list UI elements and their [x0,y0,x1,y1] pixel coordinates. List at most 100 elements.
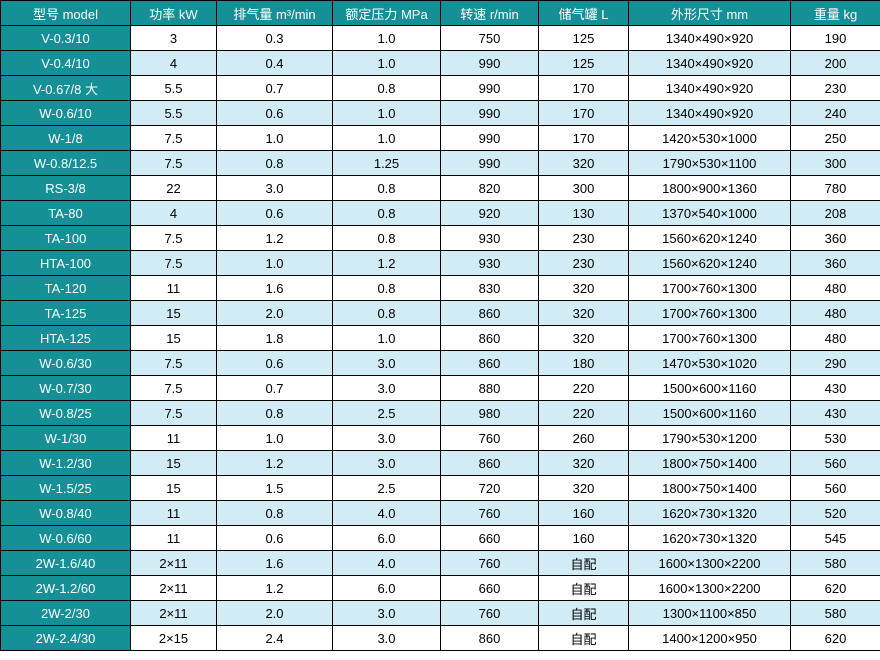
table-cell: 920 [441,201,539,226]
table-cell: 0.7 [217,376,333,401]
table-cell: 1420×530×1000 [629,126,791,151]
table-cell: 220 [539,376,629,401]
table-cell: 0.3 [217,26,333,51]
table-cell: 自配 [539,626,629,651]
table-cell: 0.8 [333,276,441,301]
table-row: W-1/87.51.01.09901701420×530×1000250 [1,126,880,151]
col-header-tank: 储气罐 L [539,1,629,26]
table-cell: 7.5 [131,401,217,426]
table-cell: 990 [441,51,539,76]
table-cell: 自配 [539,551,629,576]
table-cell: 1.6 [217,276,333,301]
table-cell: 820 [441,176,539,201]
table-cell: 4.0 [333,501,441,526]
table-cell: W-0.8/40 [1,501,131,526]
table-cell: 2×15 [131,626,217,651]
table-cell: 860 [441,351,539,376]
table-cell: 720 [441,476,539,501]
table-cell: 1560×620×1240 [629,226,791,251]
table-cell: 180 [539,351,629,376]
table-cell: 4.0 [333,551,441,576]
table-cell: 22 [131,176,217,201]
table-cell: 0.4 [217,51,333,76]
table-cell: 1.0 [333,101,441,126]
table-cell: 0.8 [333,301,441,326]
header-row: 型号 model 功率 kW 排气量 m³/min 额定压力 MPa 转速 r/… [1,1,880,26]
table-cell: 160 [539,526,629,551]
table-cell: HTA-125 [1,326,131,351]
table-cell: 1400×1200×950 [629,626,791,651]
table-cell: 1.0 [217,126,333,151]
table-cell: W-1/8 [1,126,131,151]
table-cell: 0.8 [217,501,333,526]
table-cell: 1.8 [217,326,333,351]
table-cell: 11 [131,501,217,526]
table-cell: 860 [441,451,539,476]
table-cell: 2W-2/30 [1,601,131,626]
table-cell: 1.2 [217,451,333,476]
table-cell: 7.5 [131,376,217,401]
table-cell: 560 [791,451,880,476]
table-cell: 7.5 [131,351,217,376]
table-cell: 2×11 [131,601,217,626]
table-cell: 0.6 [217,101,333,126]
table-cell: 2×11 [131,576,217,601]
table-row: 2W-2.4/302×152.43.0860自配1400×1200×950620 [1,626,880,651]
table-cell: 860 [441,626,539,651]
table-cell: 760 [441,426,539,451]
table-cell: 360 [791,251,880,276]
table-cell: 0.7 [217,76,333,101]
table-cell: 1700×760×1300 [629,326,791,351]
table-cell: TA-100 [1,226,131,251]
table-row: W-0.7/307.50.73.08802201500×600×1160430 [1,376,880,401]
table-row: 2W-2/302×112.03.0760自配1300×1100×850580 [1,601,880,626]
table-row: TA-1007.51.20.89302301560×620×1240360 [1,226,880,251]
table-row: W-1/30111.03.07602601790×530×1200530 [1,426,880,451]
table-cell: 320 [539,151,629,176]
table-cell: 1500×600×1160 [629,376,791,401]
table-cell: TA-80 [1,201,131,226]
table-cell: 190 [791,26,880,51]
table-cell: 660 [441,526,539,551]
table-cell: 1370×540×1000 [629,201,791,226]
table-cell: V-0.4/10 [1,51,131,76]
table-cell: 1700×760×1300 [629,301,791,326]
table-cell: 160 [539,501,629,526]
table-cell: 0.8 [333,76,441,101]
table-cell: 990 [441,126,539,151]
table-cell: 480 [791,276,880,301]
table-row: W-1.5/25151.52.57203201800×750×1400560 [1,476,880,501]
table-cell: W-1/30 [1,426,131,451]
table-cell: 520 [791,501,880,526]
table-cell: 2.0 [217,601,333,626]
table-row: TA-8040.60.89201301370×540×1000208 [1,201,880,226]
table-cell: 1340×490×920 [629,76,791,101]
table-cell: 7.5 [131,126,217,151]
table-cell: 2W-1.6/40 [1,551,131,576]
table-cell: 860 [441,326,539,351]
table-cell: 230 [539,251,629,276]
table-cell: 170 [539,101,629,126]
table-cell: 580 [791,551,880,576]
table-cell: 11 [131,276,217,301]
table-cell: 560 [791,476,880,501]
table-cell: 6.0 [333,576,441,601]
table-cell: 4 [131,51,217,76]
table-cell: 760 [441,601,539,626]
table-cell: 170 [539,76,629,101]
table-cell: 1620×730×1320 [629,526,791,551]
table-cell: 760 [441,551,539,576]
table-cell: 11 [131,426,217,451]
table-cell: W-0.6/60 [1,526,131,551]
table-cell: 208 [791,201,880,226]
table-cell: W-0.6/10 [1,101,131,126]
table-cell: 320 [539,451,629,476]
table-cell: 1.25 [333,151,441,176]
table-cell: 1.0 [333,326,441,351]
table-row: W-0.6/105.50.61.09901701340×490×920240 [1,101,880,126]
table-cell: 7.5 [131,251,217,276]
table-cell: 1800×900×1360 [629,176,791,201]
table-cell: 3.0 [333,601,441,626]
table-cell: 15 [131,326,217,351]
table-cell: 11 [131,526,217,551]
